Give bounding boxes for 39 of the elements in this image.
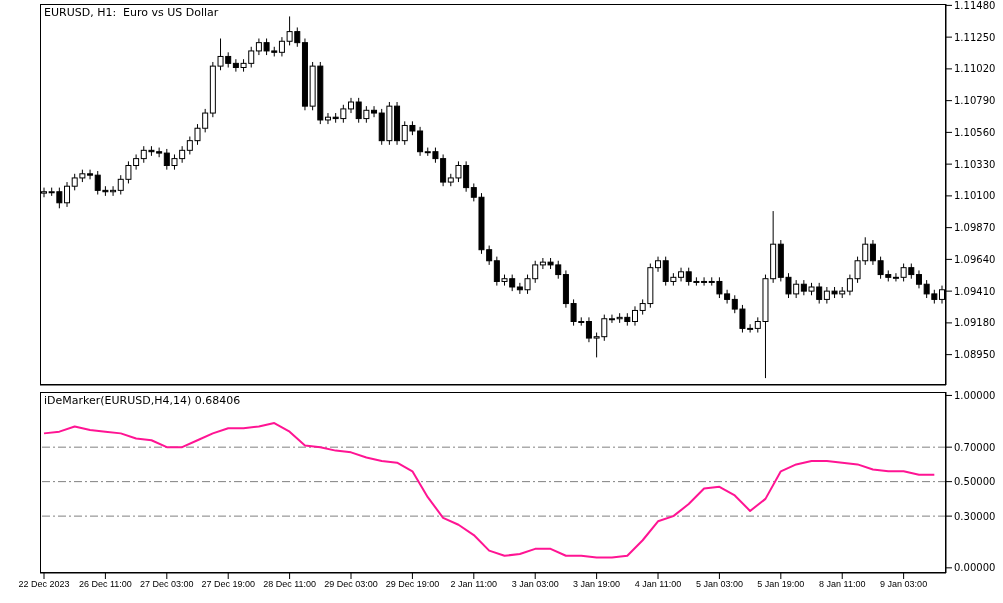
y-tick-label: 1.09640: [954, 253, 996, 265]
line-series: [43, 422, 936, 559]
y-tick-label: 0.00000: [954, 562, 996, 574]
y-tick-label: 1.00000: [954, 390, 996, 401]
y-tick-label: 1.09870: [954, 222, 996, 234]
y-tick-label: 1.11020: [954, 63, 996, 75]
y-tick-label: 1.09180: [954, 317, 996, 329]
chart-title: iDeMarker(EURUSD,H4,14) 0.68406: [44, 394, 241, 407]
candlestick: [324, 112, 331, 125]
x-tick-label: 5 Jan 03:00: [695, 579, 743, 590]
x-tick-label: 9 Jan 03:00: [880, 579, 928, 590]
y-tick-label: 1.11480: [954, 0, 996, 11]
y-tick-label: 1.10790: [954, 95, 996, 107]
y-tick-label: 1.09410: [954, 285, 996, 297]
candlestick: [655, 256, 662, 273]
x-tick-label: 2 Jan 11:00: [450, 579, 497, 590]
y-tick-label: 0.30000: [954, 510, 996, 522]
x-tick-label: 27 Dec 03:00: [140, 579, 194, 590]
candlestick: [631, 305, 638, 327]
y-tick-label: 1.10560: [954, 126, 996, 138]
x-tick-label: 3 Jan 03:00: [511, 579, 559, 590]
y-tick-label: 1.10100: [954, 190, 996, 202]
y-tick-label: 1.08950: [954, 349, 996, 361]
y-tick-label: 0.70000: [954, 441, 996, 453]
y-tick-label: 0.50000: [954, 476, 996, 488]
y-tick-label: 1.11250: [954, 31, 996, 43]
y-tick-label: 1.10330: [954, 158, 996, 170]
x-tick-label: 29 Dec 19:00: [385, 579, 440, 590]
chart-title: EURUSD, H1: Euro vs US Dollar: [44, 6, 219, 19]
x-tick-label: 29 Dec 03:00: [324, 579, 378, 590]
x-tick-label: 3 Jan 19:00: [573, 579, 621, 590]
x-tick-label: 27 Dec 19:00: [201, 579, 255, 590]
x-tick-label: 8 Jan 11:00: [819, 579, 866, 590]
x-tick-label: 28 Dec 11:00: [263, 579, 317, 590]
x-tick-label: 5 Jan 19:00: [757, 579, 805, 590]
candlestick: [41, 187, 47, 198]
x-tick-label: 22 Dec 2023: [18, 579, 70, 590]
x-tick-label: 4 Jan 11:00: [634, 579, 682, 590]
x-tick-label: 26 Dec 11:00: [78, 579, 132, 590]
